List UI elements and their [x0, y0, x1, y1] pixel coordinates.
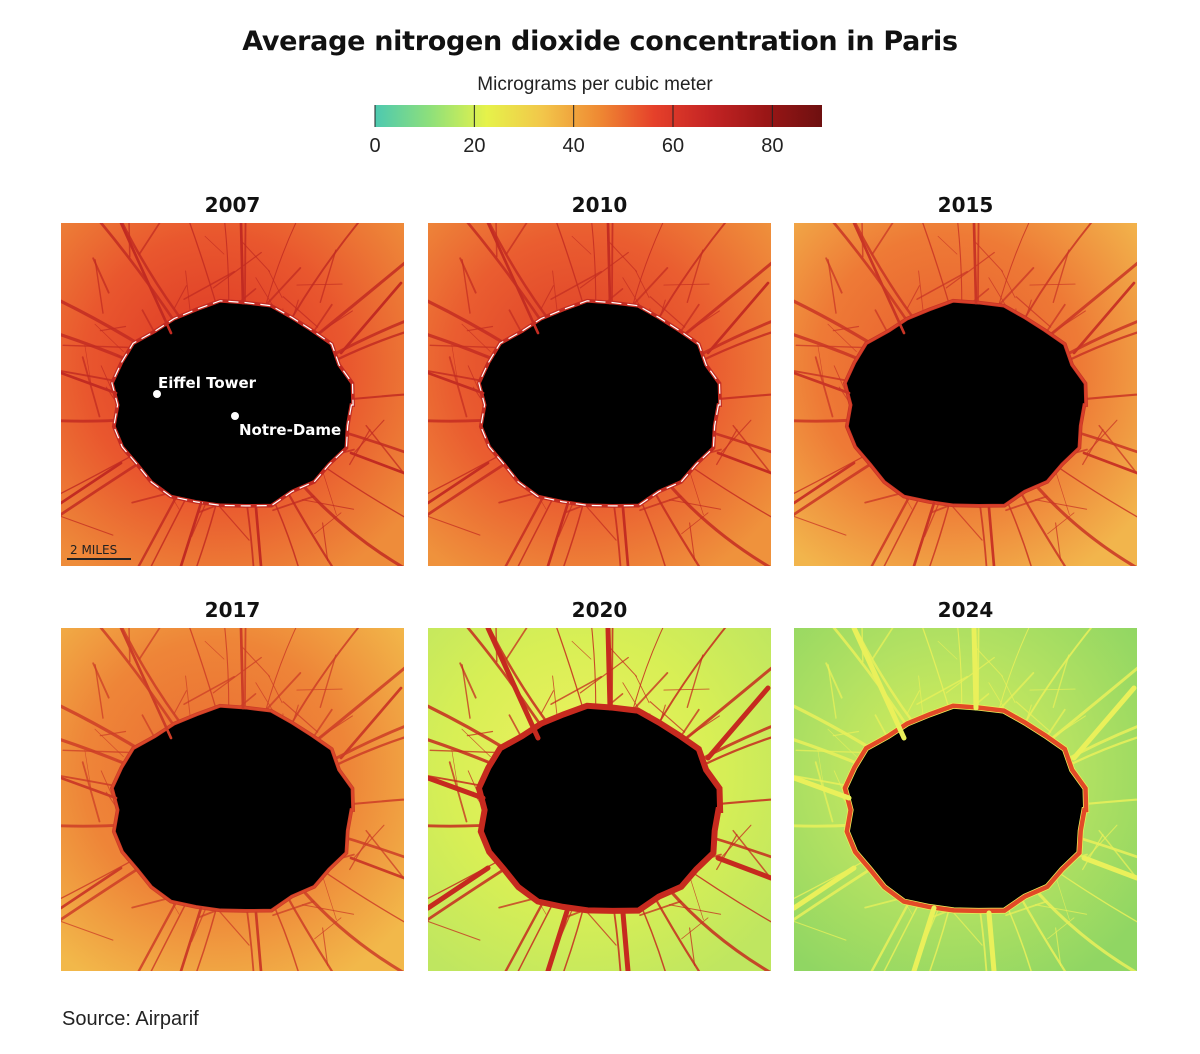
peripheral-highway: [110, 704, 355, 913]
panel-year-label: 2020: [571, 598, 628, 622]
peripheral-highway: [111, 300, 354, 507]
panel-year-label: 2007: [204, 193, 261, 217]
peripheral-highway: [843, 299, 1088, 508]
chart-title: Average nitrogen dioxide concentration i…: [242, 26, 958, 57]
notre-dame-marker: [231, 412, 239, 420]
map-panel-2015: [794, 223, 1137, 566]
panel-year-label: 2017: [204, 598, 261, 622]
legend-tick-label: 80: [761, 135, 783, 157]
color-legend: 0 20 40 60 80: [369, 105, 822, 157]
highway-spokes: [61, 628, 404, 971]
peripheral-highway: [478, 300, 721, 507]
eiffel-tower-marker: [153, 390, 161, 398]
highway-spokes: [794, 628, 1137, 971]
map-panel-2007: [61, 223, 404, 566]
highway-spokes: [428, 223, 771, 566]
map-panel-2010: [428, 223, 771, 566]
notre-dame-label: Notre-Dame: [239, 421, 341, 439]
map-panel-2020: [428, 628, 771, 971]
highway-spokes: [794, 223, 1137, 566]
eiffel-tower-label: Eiffel Tower: [158, 374, 257, 392]
panel-year-label: 2010: [571, 193, 628, 217]
panel-year-label: 2015: [937, 193, 994, 217]
map-panel-2024: [794, 628, 1137, 971]
legend-tick-label: 0: [369, 135, 380, 157]
map-panel-2017: [61, 628, 404, 971]
scale-bar-label: 2 MILES: [70, 543, 117, 557]
legend-tick-label: 60: [662, 135, 684, 157]
source-note: Source: Airparif: [62, 1008, 199, 1030]
highway-spokes: [61, 223, 404, 566]
highway-spokes: [428, 628, 771, 971]
legend-tick-label: 20: [463, 135, 485, 157]
panel-year-label: 2024: [937, 598, 994, 622]
legend-title: Micrograms per cubic meter: [477, 74, 713, 95]
legend-tick-label: 40: [563, 135, 585, 157]
map-annotations: Eiffel Tower Notre-Dame 2 MILES: [67, 374, 341, 560]
legend-color-bar: [375, 105, 822, 127]
